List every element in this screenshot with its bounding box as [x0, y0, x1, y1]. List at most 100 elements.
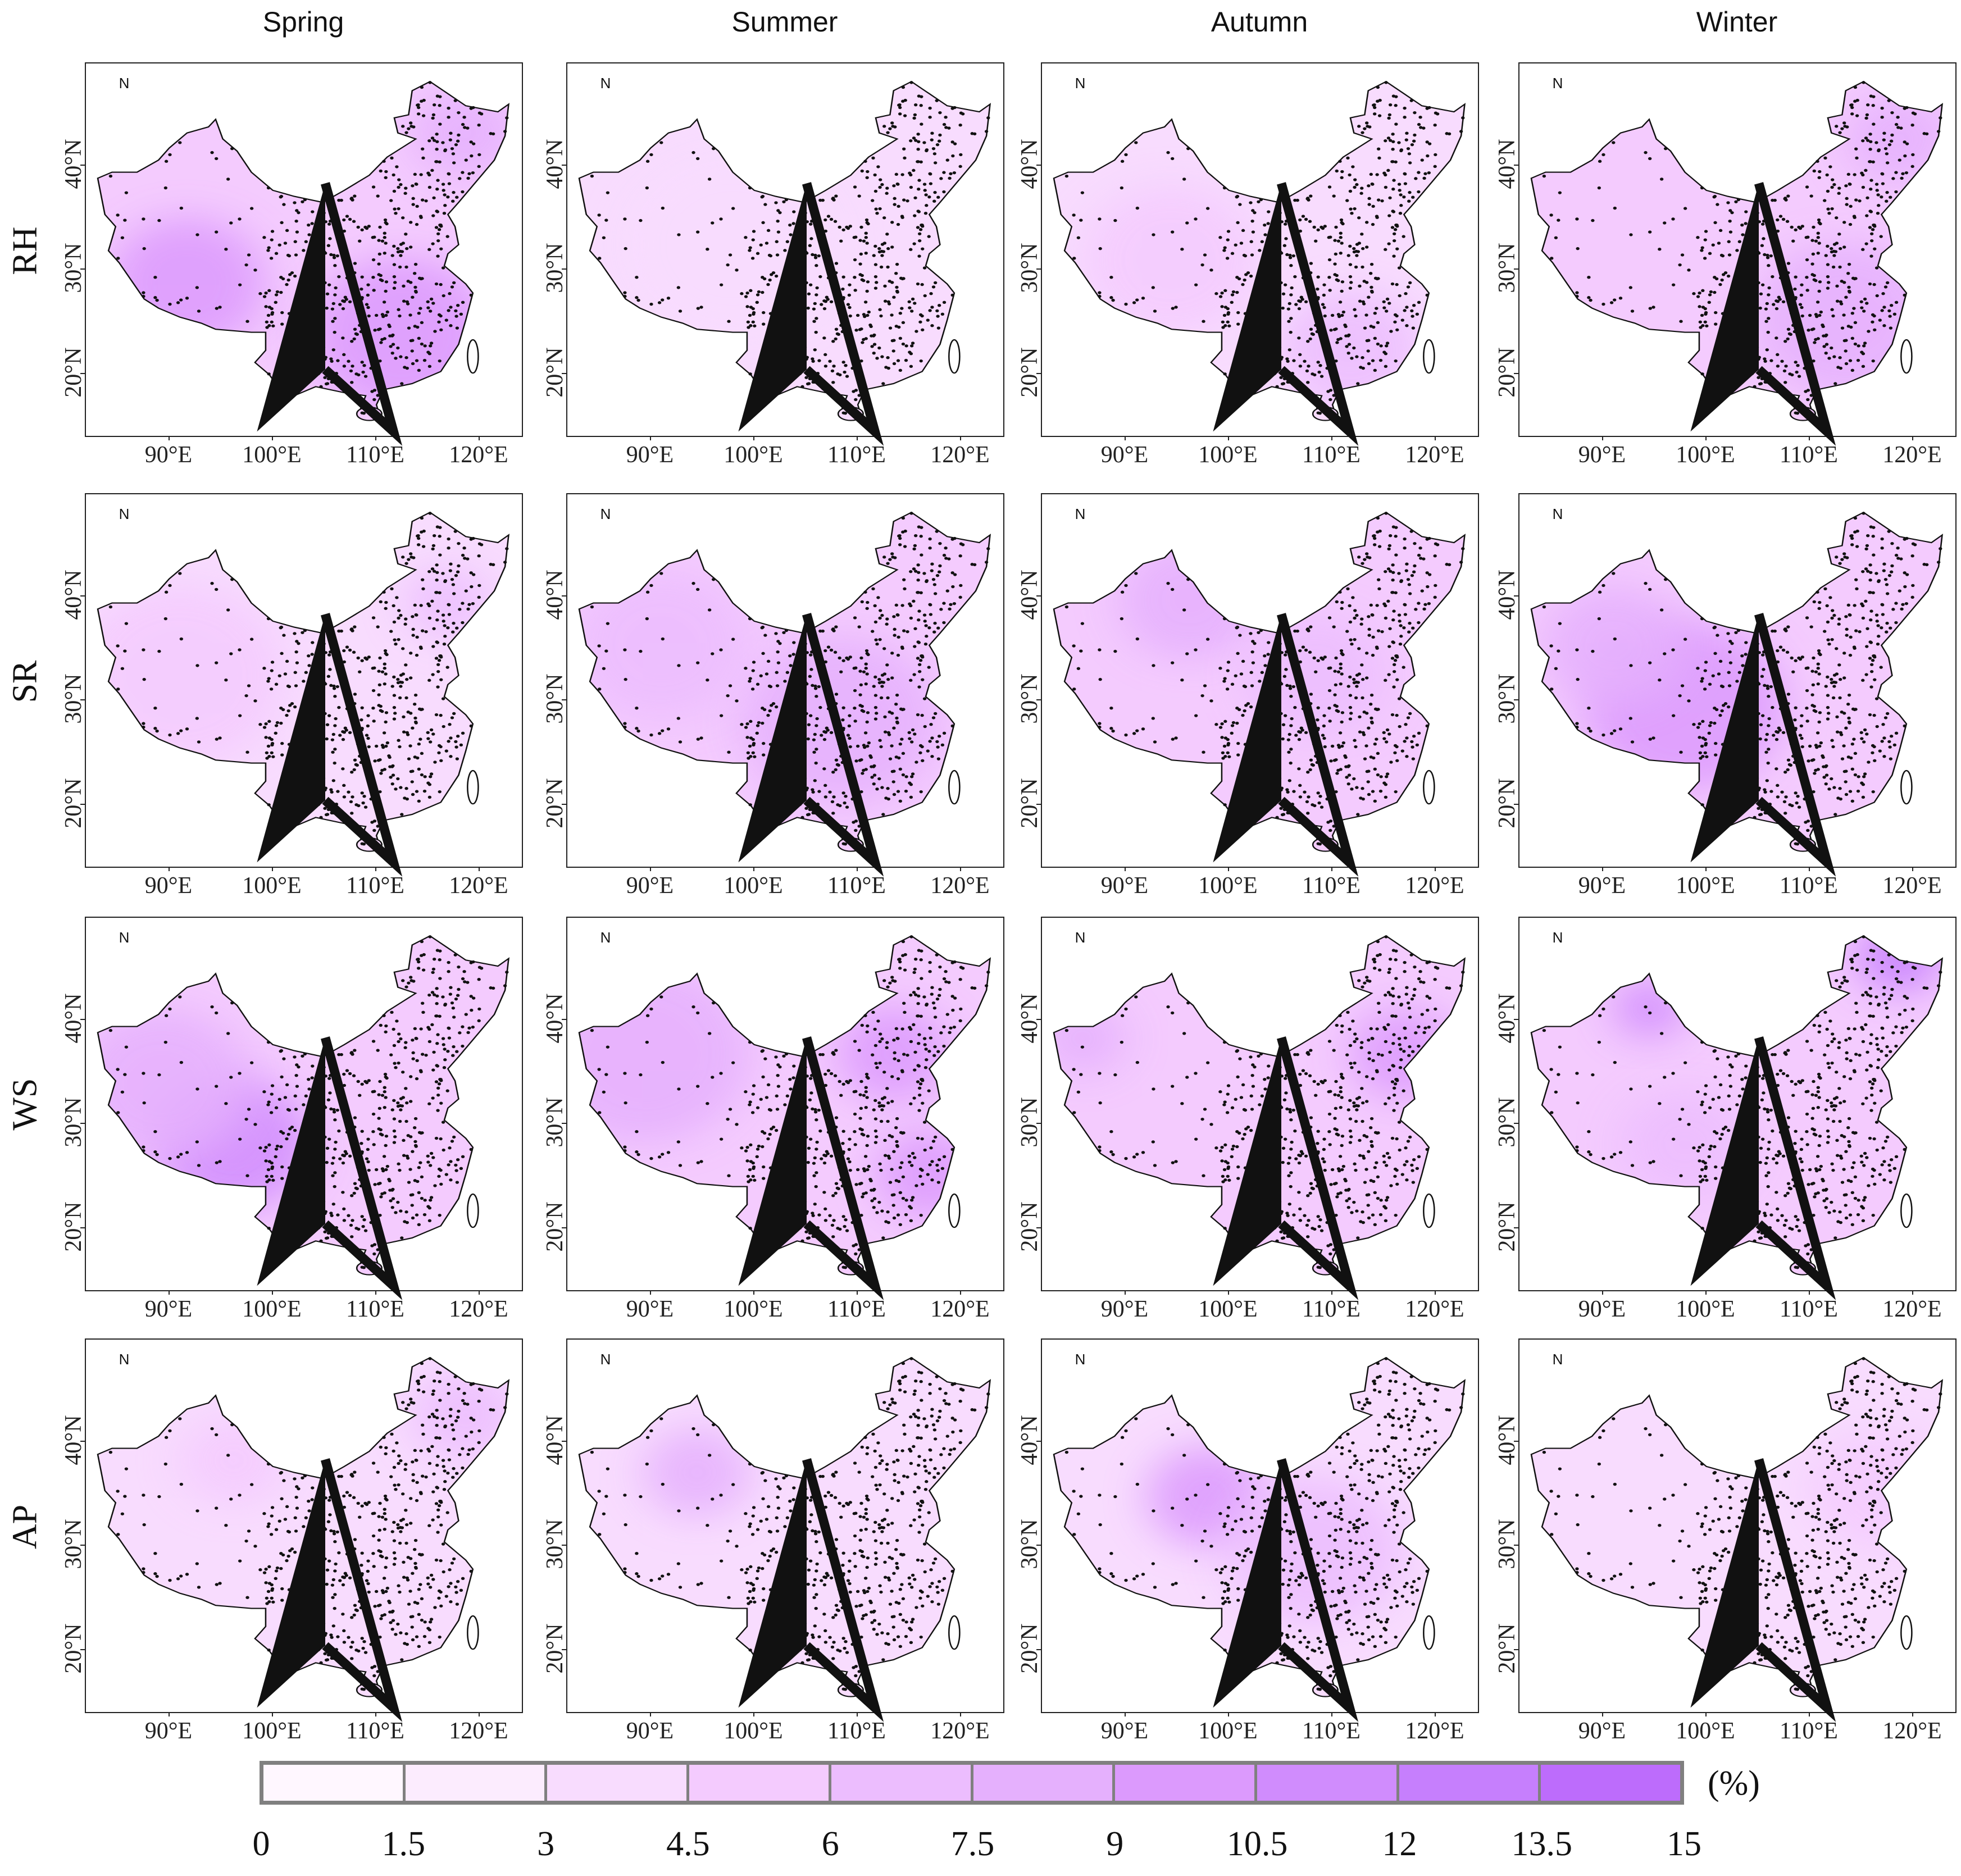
station-dot: [896, 613, 900, 617]
station-dot: [157, 649, 161, 653]
station-dot: [1825, 173, 1829, 177]
station-dot: [1413, 111, 1417, 115]
station-dot: [471, 171, 475, 175]
station-dot: [937, 735, 941, 738]
station-dot: [1340, 652, 1344, 655]
station-dot: [1800, 225, 1804, 228]
station-dot: [381, 315, 385, 318]
station-dot: [813, 732, 817, 736]
station-dot: [1153, 740, 1157, 744]
station-dot: [384, 607, 388, 610]
station-dot: [774, 274, 779, 278]
lon-label: 90°E: [1578, 442, 1626, 468]
station-dot: [1316, 706, 1320, 709]
station-dot: [1703, 238, 1707, 242]
station-dot: [1358, 730, 1362, 734]
station-dot: [893, 556, 897, 559]
station-dot: [822, 767, 826, 771]
station-dot: [394, 212, 398, 215]
station-dot: [415, 222, 419, 226]
station-dot: [427, 616, 432, 620]
station-dot: [1360, 617, 1364, 621]
station-dot: [948, 176, 952, 180]
station-dot: [1153, 309, 1157, 313]
station-dot: [904, 344, 908, 348]
station-dot: [1343, 323, 1347, 327]
lon-label: 90°E: [626, 873, 674, 899]
station-dot: [401, 555, 405, 559]
station-dot: [1806, 389, 1810, 392]
station-dot: [1826, 244, 1830, 248]
station-dot: [916, 148, 920, 151]
station-dot: [895, 693, 899, 697]
lon-tick: [1228, 436, 1229, 440]
station-dot: [861, 772, 865, 775]
station-dot: [1818, 744, 1822, 748]
station-dot: [645, 617, 649, 621]
station-dot: [379, 278, 383, 281]
station-dot: [788, 223, 792, 227]
station-dot: [1776, 353, 1780, 357]
station-dot: [379, 169, 383, 173]
station-dot: [267, 246, 271, 249]
station-dot: [358, 670, 362, 673]
station-dot: [366, 293, 370, 297]
station-dot: [1852, 307, 1856, 310]
station-dot: [454, 740, 458, 744]
station-dot: [1405, 755, 1409, 758]
station-dot: [1231, 721, 1236, 725]
station-dot: [1209, 699, 1213, 703]
lon-tick: [169, 436, 170, 440]
station-dot: [311, 641, 315, 644]
station-dot: [286, 278, 290, 282]
station-dot: [1864, 169, 1868, 172]
station-dot: [1317, 370, 1321, 374]
station-dot: [396, 777, 400, 781]
station-dot: [384, 711, 389, 714]
station-dot: [1727, 240, 1731, 243]
station-dot: [489, 132, 493, 135]
station-dot: [1244, 704, 1248, 707]
station-dot: [1322, 724, 1326, 728]
station-dot: [1461, 116, 1465, 120]
station-dot: [822, 336, 826, 340]
station-dot: [1659, 177, 1664, 181]
station-dot: [1346, 254, 1350, 257]
station-dot: [909, 248, 913, 251]
station-dot: [678, 740, 683, 744]
station-dot: [1903, 571, 1907, 575]
station-dot: [1109, 276, 1113, 279]
station-dot: [1853, 85, 1858, 89]
station-dot: [1726, 201, 1730, 204]
station-dot: [1393, 659, 1398, 662]
station-dot: [447, 613, 452, 616]
station-dot: [782, 200, 786, 203]
station-dot: [750, 257, 755, 260]
station-dot: [890, 313, 894, 317]
china-outline: [578, 511, 991, 852]
lon-tick: [1228, 867, 1229, 871]
station-dot: [1840, 127, 1844, 130]
station-dot: [895, 720, 899, 724]
station-dot: [416, 112, 421, 116]
station-dot: [392, 717, 397, 721]
station-dot: [853, 258, 857, 262]
station-dot: [916, 713, 920, 717]
station-dot: [776, 209, 780, 212]
station-dot: [1867, 330, 1871, 333]
station-dot: [1332, 194, 1336, 198]
station-dot: [1279, 807, 1283, 810]
station-dot: [639, 218, 643, 222]
station-dot: [1371, 635, 1375, 639]
station-dot: [153, 276, 157, 279]
station-dot: [1767, 286, 1771, 290]
station-dot: [123, 649, 127, 653]
lon-tick: [960, 867, 961, 871]
station-dot: [349, 800, 353, 804]
station-dot: [413, 172, 417, 176]
station-dot: [912, 599, 916, 603]
station-dot: [1395, 678, 1399, 681]
station-dot: [441, 141, 445, 144]
station-dot: [873, 620, 878, 624]
station-dot: [936, 745, 940, 749]
